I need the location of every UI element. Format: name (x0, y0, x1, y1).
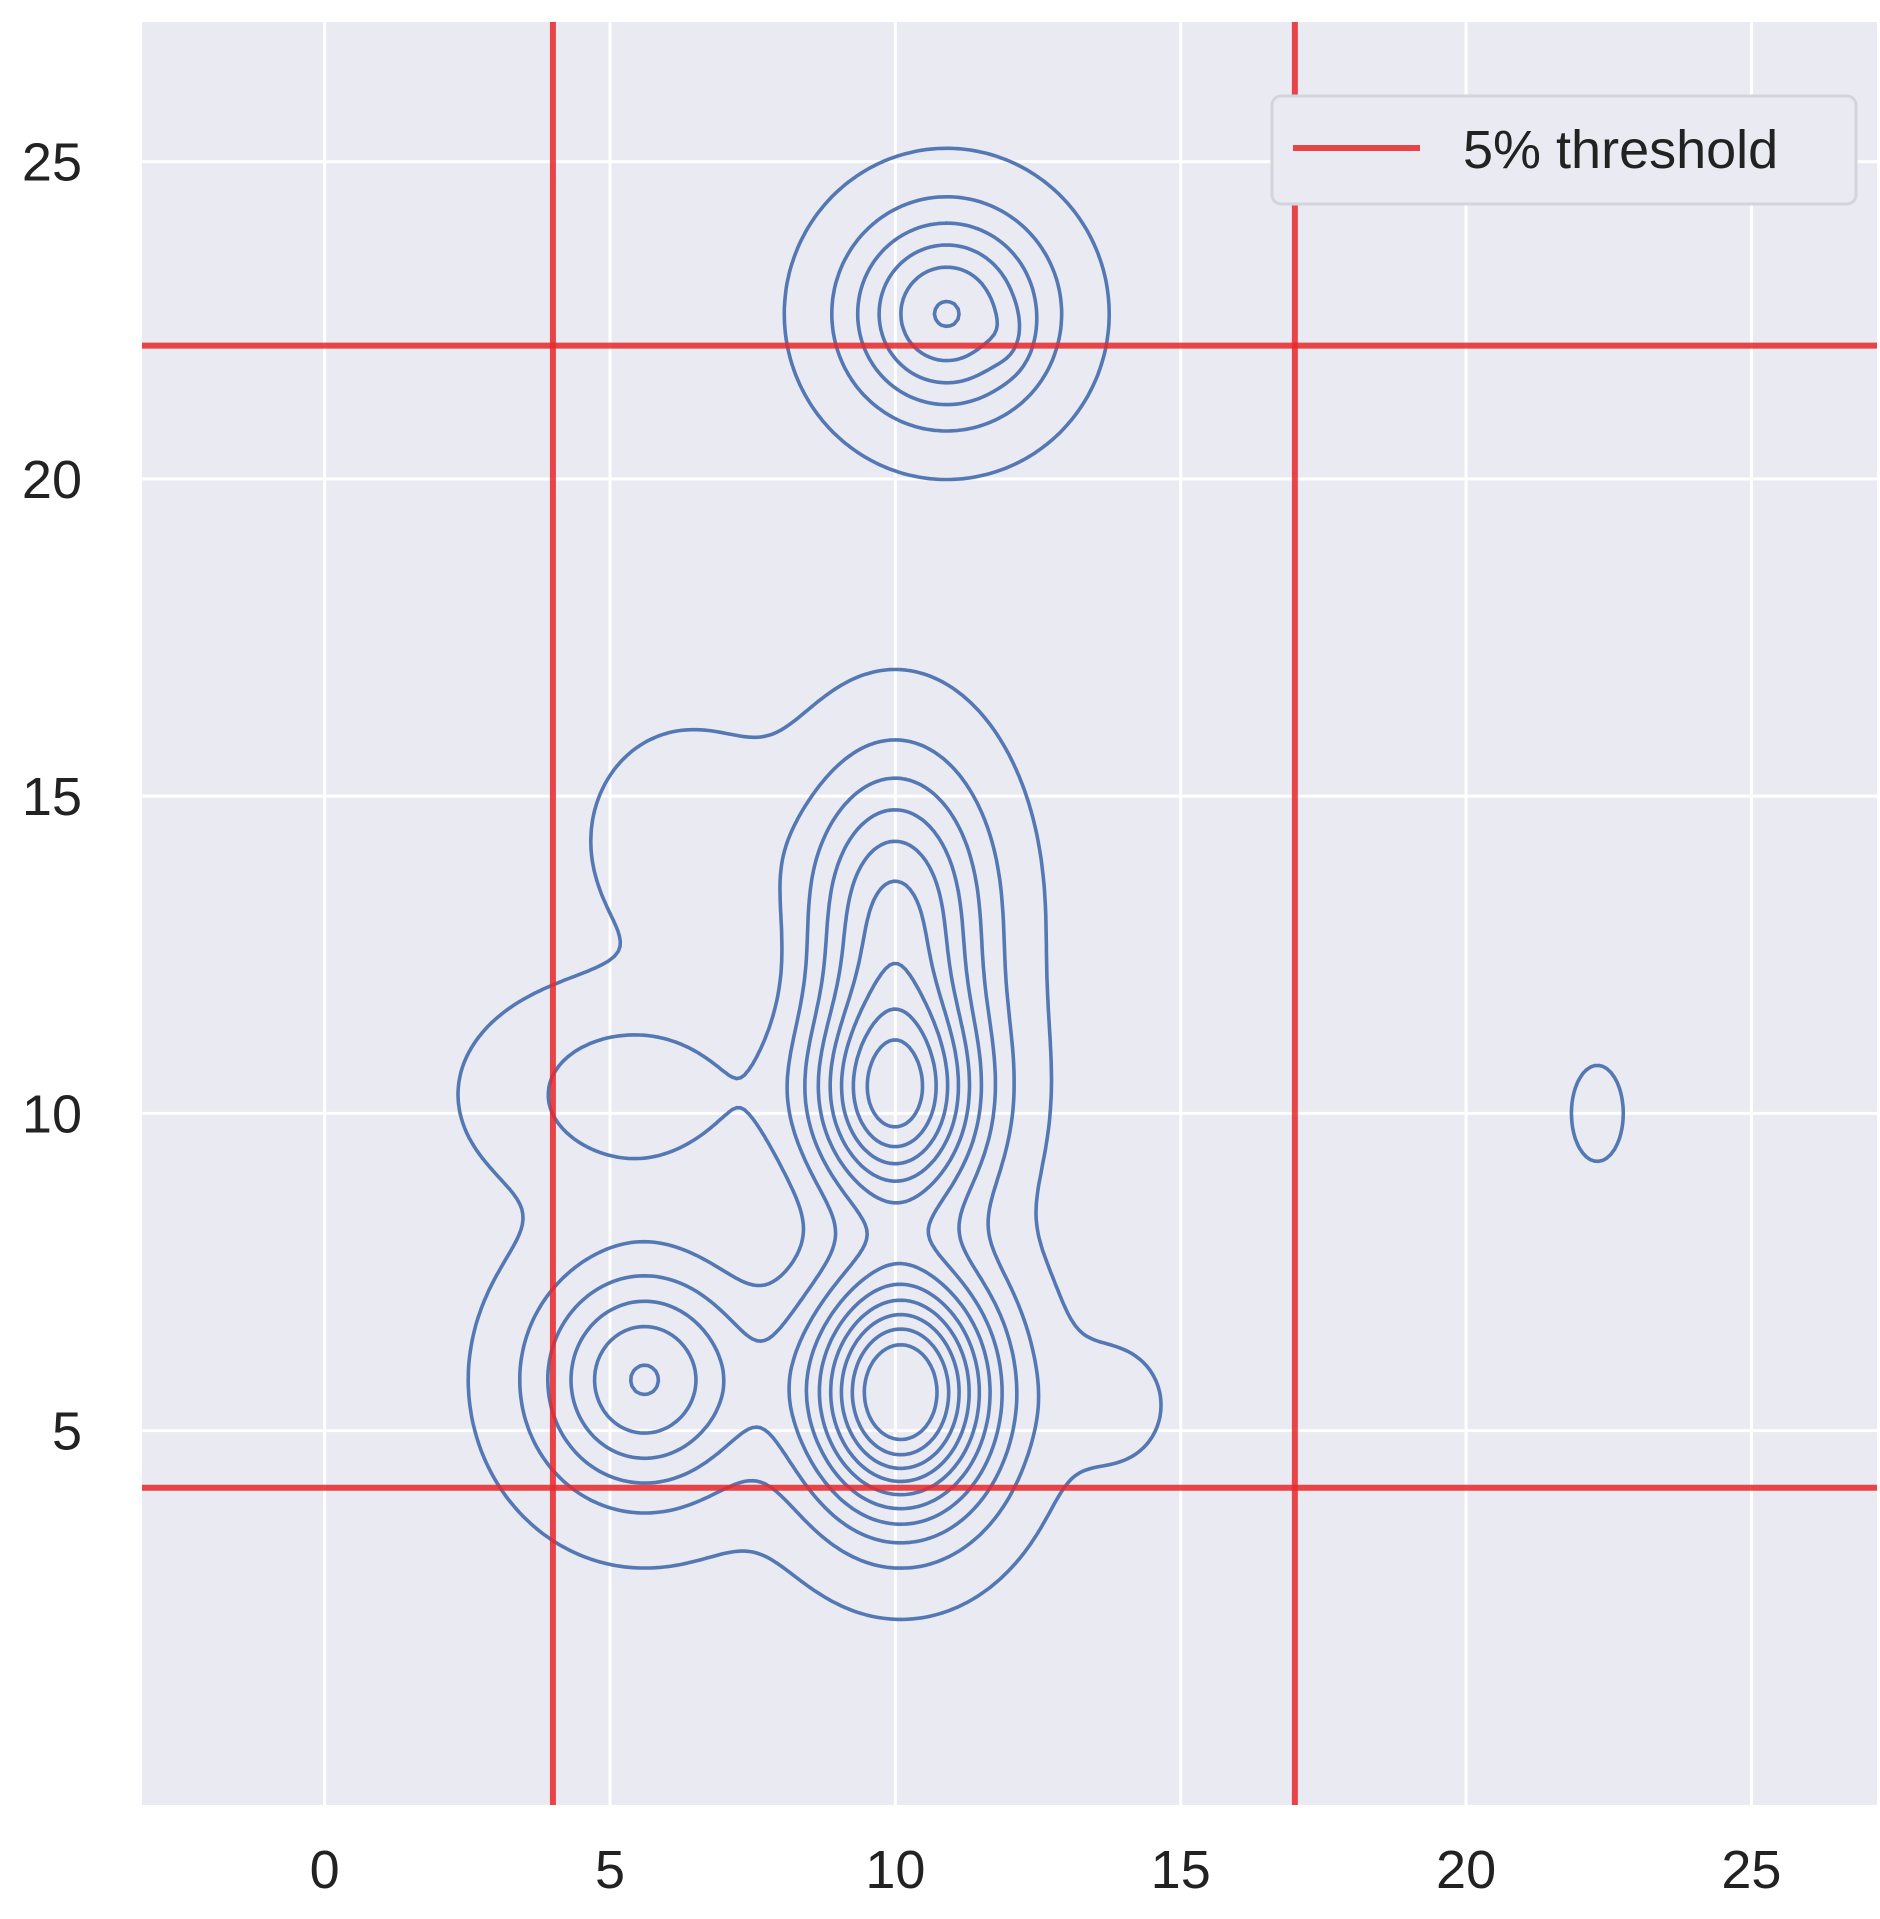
x-tick-label: 0 (310, 1840, 340, 1900)
threshold-lines (142, 22, 1877, 1805)
plot-area (142, 22, 1877, 1805)
axis-ticks: 0 5 10 15 20 25 5 10 15 20 25 (22, 133, 1782, 1900)
contour-level-8 (839, 1007, 961, 1471)
y-tick-label: 5 (52, 1402, 82, 1462)
legend-label: 5% threshold (1463, 120, 1778, 180)
contour-level-7 (828, 961, 971, 1484)
y-tick-label: 25 (22, 133, 82, 193)
x-tick-label: 15 (1151, 1840, 1211, 1900)
contour-level-4 (569, 243, 1022, 1526)
contour-level-1 (456, 146, 1626, 1622)
x-tick-label: 25 (1721, 1840, 1781, 1900)
contour-level-9 (850, 1038, 951, 1457)
contour-level-10 (862, 1343, 939, 1442)
legend-box (1270, 94, 1858, 206)
legend: 5% threshold (1270, 94, 1858, 206)
contour-level-3 (546, 221, 1039, 1545)
x-tick-label: 10 (865, 1840, 925, 1900)
x-tick-label: 20 (1436, 1840, 1496, 1900)
y-tick-label: 20 (22, 450, 82, 510)
contour-level-6 (629, 299, 982, 1497)
x-tick-label: 5 (595, 1840, 625, 1900)
y-tick-label: 10 (22, 1084, 82, 1144)
contour-level-2 (518, 195, 1064, 1570)
y-tick-label: 15 (22, 767, 82, 827)
